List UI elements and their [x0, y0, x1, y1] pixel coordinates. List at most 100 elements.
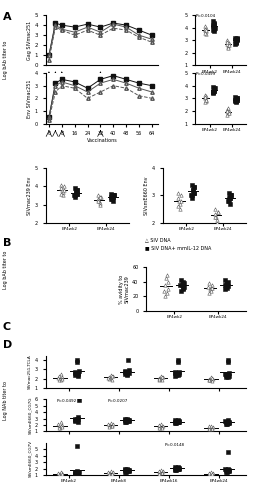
- Point: [235, 35, 239, 43]
- Point: [76, 414, 80, 422]
- Point: [207, 422, 211, 430]
- Point: [210, 378, 214, 386]
- Point: [73, 415, 77, 423]
- Point: [229, 192, 233, 200]
- Point: [234, 38, 238, 46]
- Point: [59, 376, 64, 384]
- Point: [229, 192, 233, 200]
- Point: [204, 26, 208, 34]
- Point: [123, 416, 127, 424]
- Point: [190, 180, 194, 188]
- Point: [126, 356, 130, 364]
- Point: [173, 372, 178, 380]
- Point: [227, 39, 231, 47]
- Point: [211, 374, 215, 382]
- Point: [123, 368, 127, 376]
- Point: [208, 470, 212, 478]
- Point: [234, 38, 239, 46]
- Point: [173, 464, 177, 471]
- Point: [123, 465, 127, 473]
- Point: [210, 282, 214, 290]
- Point: [75, 190, 79, 198]
- Point: [223, 465, 227, 473]
- Point: [224, 282, 228, 290]
- Y-axis label: SIVmac251-TCLA: SIVmac251-TCLA: [28, 354, 32, 389]
- Point: [161, 373, 165, 381]
- Point: [223, 281, 227, 289]
- Point: [73, 192, 77, 200]
- Point: [210, 284, 214, 292]
- Point: [60, 470, 64, 478]
- Point: [109, 376, 114, 384]
- Point: [107, 423, 111, 431]
- Point: [163, 292, 167, 300]
- Point: [233, 96, 237, 104]
- Point: [58, 470, 62, 478]
- Point: [127, 366, 131, 374]
- Point: [111, 197, 115, 205]
- Point: [157, 422, 161, 430]
- Point: [61, 188, 65, 196]
- Point: [158, 424, 162, 432]
- Point: [60, 373, 65, 381]
- Point: [181, 285, 185, 293]
- Point: [77, 396, 81, 404]
- Point: [60, 421, 65, 429]
- Point: [209, 468, 213, 476]
- Point: [111, 194, 115, 202]
- Point: [107, 421, 111, 429]
- Point: [223, 276, 227, 284]
- Point: [227, 197, 231, 205]
- Point: [181, 284, 185, 292]
- Point: [234, 97, 239, 105]
- Point: [212, 86, 216, 94]
- Point: [176, 464, 180, 472]
- Point: [176, 465, 180, 473]
- Point: [157, 467, 161, 475]
- Point: [191, 186, 195, 194]
- Text: ■ SIV DNA+ mmIL-12 DNA: ■ SIV DNA+ mmIL-12 DNA: [145, 245, 211, 250]
- Point: [203, 28, 207, 36]
- Point: [173, 416, 177, 424]
- Point: [177, 368, 181, 376]
- Point: [209, 373, 213, 381]
- Point: [97, 197, 101, 205]
- Point: [227, 466, 231, 474]
- Point: [107, 374, 111, 382]
- Point: [125, 464, 129, 472]
- Point: [211, 18, 215, 25]
- Text: Log bAb titer to: Log bAb titer to: [3, 41, 8, 79]
- Point: [177, 418, 181, 426]
- Point: [227, 107, 231, 115]
- Point: [228, 200, 232, 207]
- Point: [224, 371, 228, 379]
- Point: [192, 189, 196, 197]
- Point: [123, 468, 127, 476]
- Point: [215, 218, 219, 226]
- Point: [179, 192, 183, 200]
- Point: [207, 471, 211, 479]
- Text: P=0.0499: P=0.0499: [195, 72, 215, 76]
- Point: [234, 98, 238, 106]
- Point: [107, 470, 111, 478]
- Point: [223, 370, 227, 378]
- Point: [182, 280, 186, 287]
- Point: [207, 424, 211, 432]
- Point: [204, 96, 208, 104]
- Point: [173, 419, 178, 427]
- Point: [96, 192, 100, 200]
- Point: [109, 371, 113, 379]
- Point: [173, 464, 178, 472]
- Point: [160, 423, 164, 431]
- Point: [125, 414, 129, 422]
- Point: [204, 28, 208, 36]
- Point: [204, 92, 208, 100]
- Point: [75, 190, 79, 198]
- Point: [215, 216, 219, 224]
- Point: [76, 470, 81, 478]
- Point: [177, 197, 181, 205]
- Point: [60, 423, 64, 431]
- Point: [176, 416, 180, 424]
- Point: [74, 370, 78, 378]
- Point: [234, 34, 239, 42]
